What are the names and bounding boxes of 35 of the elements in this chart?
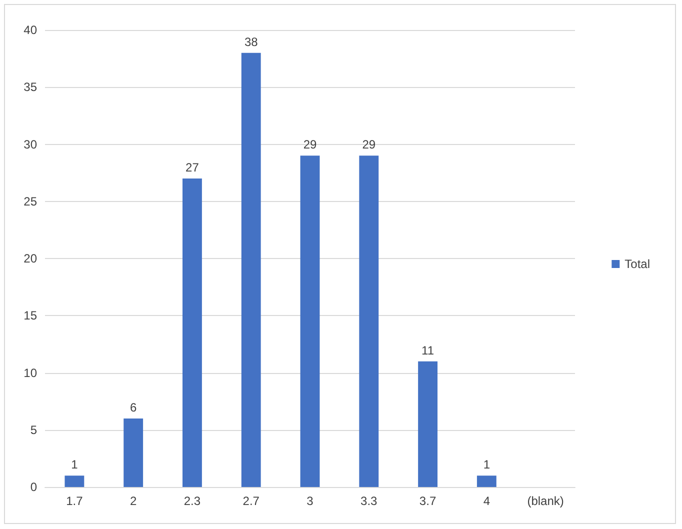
x-tick-label: 1.7 <box>66 494 84 508</box>
data-label: 29 <box>303 138 317 152</box>
x-tick-label: 2.7 <box>242 494 260 508</box>
legend-label: Total <box>624 257 650 271</box>
bar <box>300 156 320 487</box>
bar <box>124 418 144 487</box>
data-label: 38 <box>244 34 258 49</box>
x-tick-label: (blank) <box>527 494 564 508</box>
y-tick-label: 35 <box>24 80 38 94</box>
x-tick-label: 3.7 <box>419 494 436 508</box>
bar <box>359 156 379 487</box>
x-tick-label: 2 <box>130 494 137 508</box>
y-tick-label: 15 <box>24 308 38 323</box>
bar <box>241 52 261 487</box>
y-tick-label: 0 <box>30 480 38 494</box>
data-label: 1 <box>483 458 490 472</box>
y-tick-label: 25 <box>24 194 38 208</box>
data-label: 29 <box>362 138 376 152</box>
bar <box>476 476 496 487</box>
bar <box>418 361 438 487</box>
data-label: 6 <box>130 400 137 414</box>
x-tick-label: 2.3 <box>184 494 201 508</box>
y-tick-label: 30 <box>24 137 38 152</box>
x-tick-label: 3 <box>306 494 314 508</box>
data-label: 1 <box>71 458 78 472</box>
y-tick-label: 5 <box>30 422 38 437</box>
y-tick-label: 40 <box>24 23 38 37</box>
bar <box>64 476 84 487</box>
data-label: 11 <box>422 343 434 358</box>
x-tick-label: 3.3 <box>360 494 378 508</box>
x-tick-label: 4 <box>483 494 490 508</box>
y-tick-label: 10 <box>24 366 38 380</box>
y-tick-label: 20 <box>24 252 38 266</box>
data-label: 27 <box>186 160 200 175</box>
bar <box>182 178 202 487</box>
